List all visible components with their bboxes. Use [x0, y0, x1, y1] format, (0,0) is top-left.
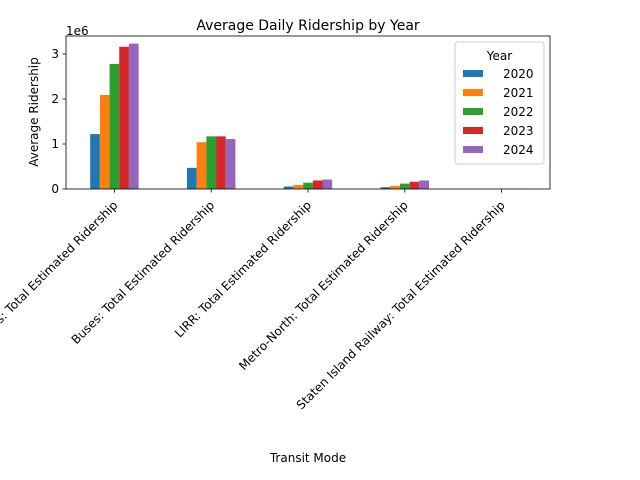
y-tick-label: 2 [51, 92, 59, 106]
x-tick-label: Metro-North: Total Estimated Ridership [236, 198, 411, 373]
legend-label-2023: 2023 [503, 124, 534, 138]
bar-2023-cat-1 [216, 136, 226, 189]
legend-title: Year [486, 49, 512, 63]
y-tick-label: 0 [51, 182, 59, 196]
legend-swatch-2021 [463, 89, 483, 96]
bars-group [90, 43, 526, 190]
x-tick-label: Subways: Total Estimated Ridership [0, 198, 121, 359]
bar-2023-cat-2 [312, 180, 323, 189]
x-axis: Subways: Total Estimated RidershipBuses:… [0, 189, 508, 412]
legend-swatch-2022 [463, 108, 483, 115]
legend-swatch-2023 [463, 127, 483, 134]
legend-swatch-2024 [463, 146, 483, 153]
y-axis: 0 1 2 3 [51, 47, 66, 196]
legend-label-2021: 2021 [503, 86, 534, 100]
chart-title: Average Daily Ridership by Year [196, 18, 420, 34]
bar-2022-cat-2 [303, 182, 313, 189]
y-axis-label: Average Ridership [27, 57, 41, 167]
legend-label-2024: 2024 [503, 143, 534, 157]
x-axis-label: Transit Mode [269, 451, 346, 465]
y-tick-label: 1 [51, 137, 59, 151]
bar-2022-cat-0 [109, 63, 120, 189]
bar-2022-cat-1 [206, 136, 217, 189]
bar-2024-cat-1 [225, 139, 236, 189]
bar-2024-cat-3 [419, 180, 429, 189]
bar-2022-cat-3 [399, 183, 410, 189]
legend-label-2022: 2022 [503, 105, 534, 119]
y-tick-label: 3 [51, 47, 59, 61]
legend-label-2020: 2020 [503, 67, 534, 81]
bar-2021-cat-0 [99, 94, 110, 189]
bar-2020-cat-1 [187, 167, 197, 189]
bar-2024-cat-0 [128, 43, 139, 190]
bar-2021-cat-1 [196, 142, 207, 189]
bar-2021-cat-2 [293, 184, 304, 189]
bar-2023-cat-3 [409, 181, 420, 189]
y-offset-text: 1e6 [66, 24, 89, 38]
bar-2020-cat-2 [283, 186, 294, 189]
bar-2023-cat-0 [119, 46, 129, 189]
bar-2024-cat-2 [322, 179, 333, 189]
bar-2020-cat-0 [90, 134, 100, 189]
bar-2020-cat-3 [380, 187, 391, 189]
x-tick-label: Staten Island Railway: Total Estimated R… [294, 198, 508, 412]
legend: Year 2020 2021 2022 2023 2024 [454, 41, 545, 165]
bar-2021-cat-3 [390, 185, 400, 189]
legend-swatch-2020 [463, 70, 483, 77]
